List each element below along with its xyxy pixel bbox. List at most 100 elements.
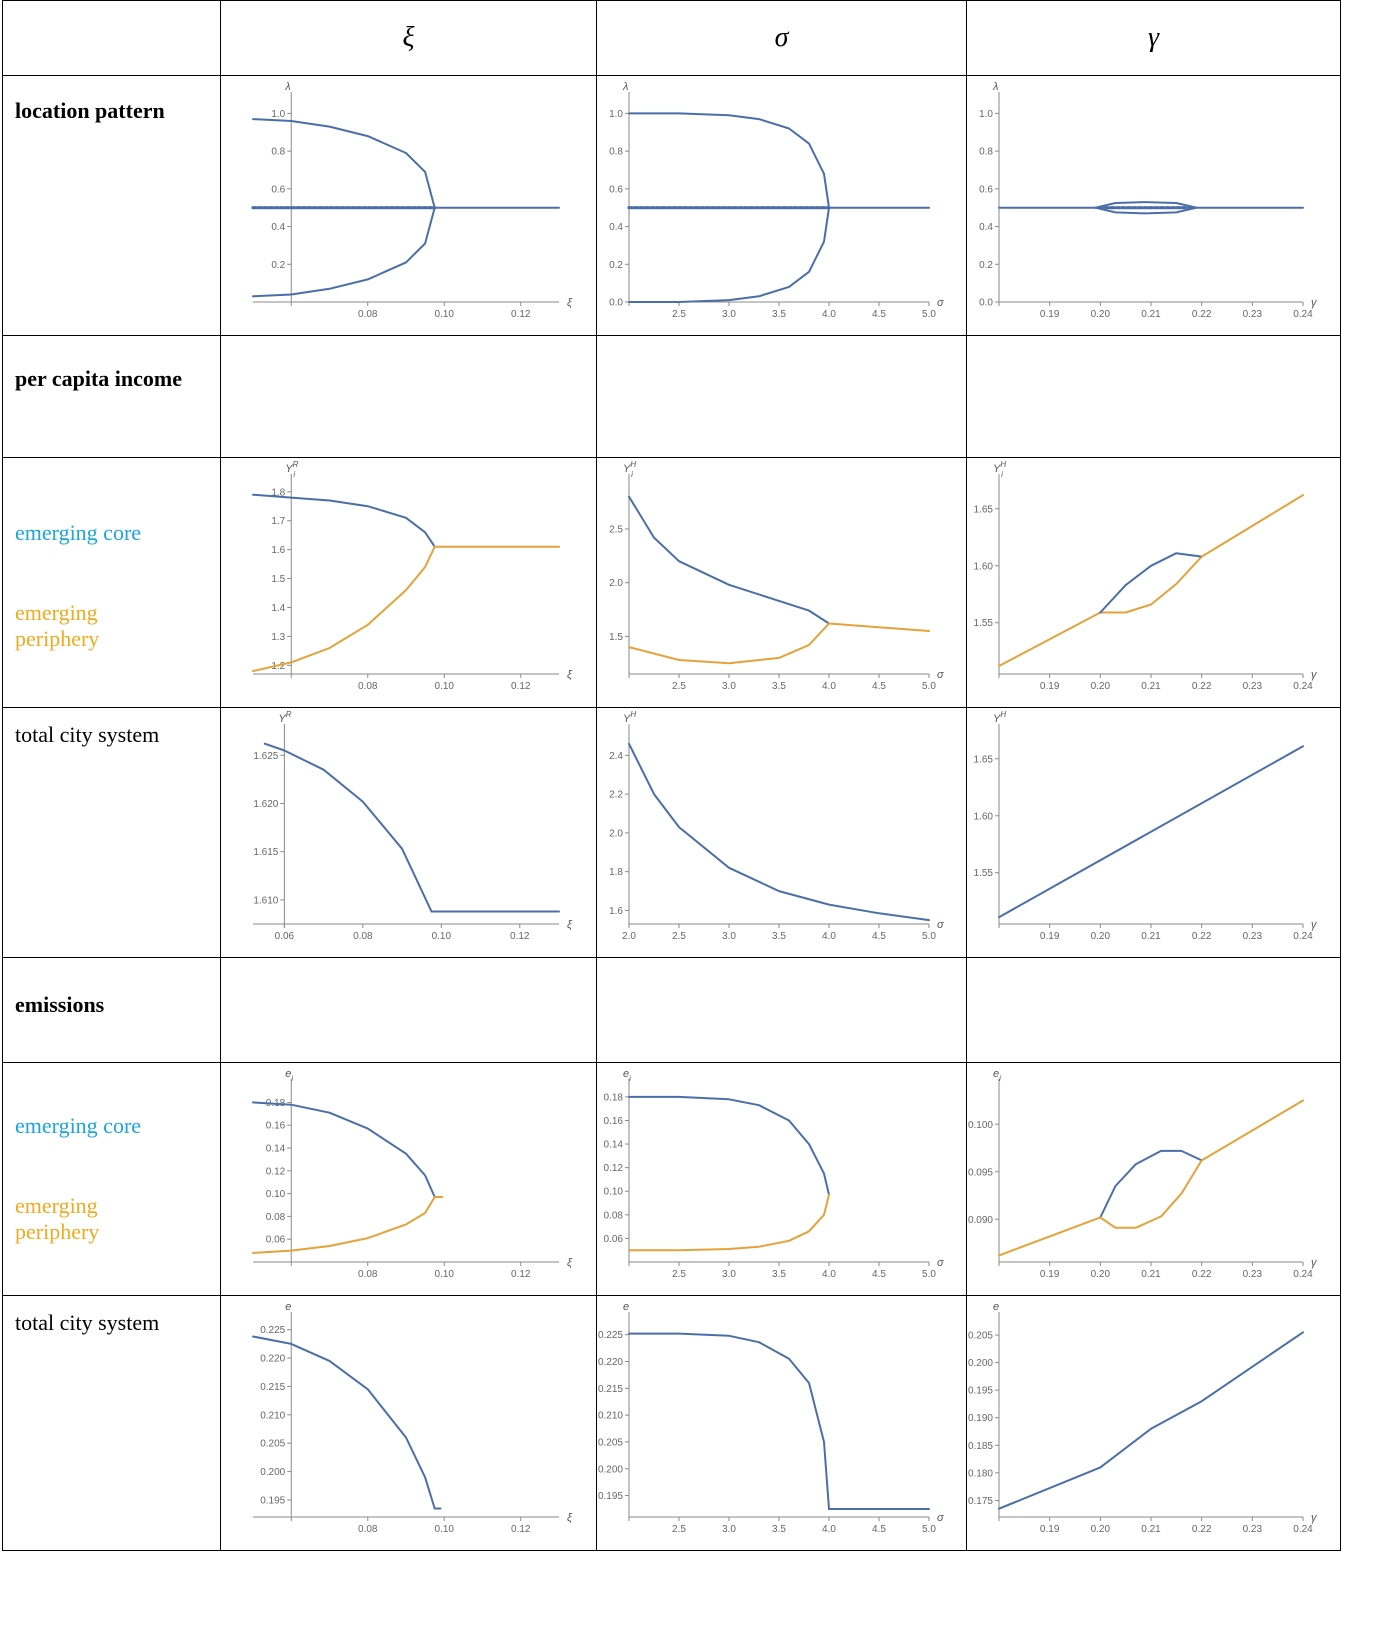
x-tick-label: 0.22	[1192, 681, 1212, 692]
y-tick-label: 0.6	[979, 184, 993, 195]
y-axis-label: YH	[623, 710, 636, 725]
y-tick-label: 1.8	[609, 867, 623, 878]
x-tick-label: 0.19	[1040, 309, 1060, 320]
x-tick-label: 0.08	[358, 681, 378, 692]
x-tick-label: 5.0	[922, 309, 936, 320]
y-tick-label: 0.200	[260, 1467, 285, 1478]
label-emerging-periphery: emerging periphery	[15, 600, 100, 651]
x-tick-label: 0.24	[1293, 681, 1313, 692]
blue-series-line	[263, 742, 433, 913]
x-tick-label: 4.0	[822, 1269, 836, 1280]
y-tick-label: 0.225	[598, 1330, 623, 1341]
x-tick-label: 2.5	[672, 681, 686, 692]
y-axis-label: YH i	[623, 460, 636, 479]
x-tick-label: 3.5	[772, 931, 786, 942]
row-label-income-total: total city system	[2, 707, 221, 958]
x-axis-label: σ	[937, 919, 944, 931]
chart-sigma-emissions-regions: 2.5 3.0 3.5 4.0 4.5 5.0 0.06 0.08 0.10 0.12 0.14 0.…	[604, 1068, 944, 1280]
y-tick-label: 1.2	[271, 661, 285, 672]
x-tick-label: 0.22	[1192, 1524, 1212, 1535]
orange-series-line	[1200, 494, 1304, 558]
x-tick-label: 3.5	[772, 681, 786, 692]
blue-series-line	[628, 742, 930, 922]
x-tick-label: 4.5	[872, 931, 886, 942]
y-axis-label: YH i	[993, 460, 1006, 479]
chart-sigma-emissions-total: 2.5 3.0 3.5 4.0 4.5 5.0 0.195 0.200 0.205 0.210 0.…	[598, 1301, 944, 1535]
chart-sigma-lambda: 2.5 3.0 3.5 4.0 4.5 5.0 0.0 0.2 0.4 0.6 0.8 1.0 σ λ	[609, 81, 944, 320]
y-axis-label: YR i	[285, 460, 298, 479]
chart-xi-income-regions: 0.08 0.10 0.12 1.2 1.3 1.4 1.5 1.6 1.7 1.8 ξ YR i	[252, 460, 573, 692]
x-tick-label: 0.10	[435, 1524, 455, 1535]
blue-series-line	[628, 112, 830, 209]
label-emerging-core: emerging core	[15, 520, 142, 545]
y-tick-label: 1.0	[271, 109, 285, 120]
y-tick-label: 0.215	[260, 1382, 285, 1393]
x-tick-label: 0.24	[1293, 1269, 1313, 1280]
y-tick-label: 1.8	[271, 487, 285, 498]
x-tick-label: 0.19	[1040, 681, 1060, 692]
y-tick-label: 1.65	[974, 754, 994, 765]
orange-series-line	[628, 1193, 830, 1252]
x-tick-label: 4.0	[822, 1524, 836, 1535]
orange-series-line	[1200, 1099, 1304, 1162]
x-tick-label: 0.08	[358, 1524, 378, 1535]
y-tick-label: 2.5	[609, 524, 623, 535]
y-tick-label: 0.200	[598, 1464, 623, 1475]
x-tick-label: 5.0	[922, 681, 936, 692]
y-axis-label: e	[623, 1301, 629, 1313]
y-tick-label: 0.185	[968, 1441, 993, 1452]
y-tick-label: 2.4	[609, 751, 623, 762]
label-emissions-emerging-periphery: emerging periphery	[15, 1193, 100, 1244]
x-tick-label: 0.20	[1091, 931, 1111, 942]
x-tick-label: 0.19	[1040, 1524, 1060, 1535]
y-tick-label: 0.190	[968, 1413, 993, 1424]
x-tick-label: 4.5	[872, 309, 886, 320]
y-tick-label: 0.090	[968, 1215, 993, 1226]
y-tick-label: 1.0	[609, 109, 623, 120]
x-axis-label: σ	[937, 1257, 944, 1269]
figure-table: ξ σ γ location pattern 0.08 0.10 0.12 0.2 0.…	[2, 0, 1341, 1551]
orange-series-line	[998, 611, 1102, 667]
y-tick-label: 0.2	[609, 260, 623, 271]
x-axis-label: γ	[1311, 1512, 1318, 1524]
orange-series-line	[252, 545, 436, 673]
blue-series-line	[628, 495, 830, 625]
x-tick-label: 0.21	[1141, 1269, 1161, 1280]
y-tick-label: 0.205	[598, 1437, 623, 1448]
y-tick-label: 0.18	[604, 1092, 624, 1103]
row-label-emissions-regions: emerging core emerging periphery	[2, 1062, 221, 1296]
y-tick-label: 0.08	[604, 1210, 624, 1221]
x-tick-label: 4.0	[822, 681, 836, 692]
x-tick-label: 0.23	[1243, 309, 1263, 320]
y-tick-label: 0.210	[260, 1410, 285, 1421]
x-tick-label: 3.0	[722, 309, 736, 320]
chart-xi-emissions-total: 0.08 0.10 0.12 0.195 0.200 0.205 0.210 0.215 0.2…	[252, 1301, 573, 1535]
blue-series-line	[628, 1332, 830, 1510]
x-axis-label: σ	[937, 1512, 944, 1524]
x-tick-label: 4.5	[872, 1269, 886, 1280]
y-tick-label: 0.14	[604, 1140, 624, 1151]
y-tick-label: 0.195	[260, 1495, 285, 1506]
y-tick-label: 0.12	[266, 1166, 286, 1177]
y-tick-label: 0.8	[609, 147, 623, 158]
y-tick-label: 1.4	[271, 603, 285, 614]
x-axis-label: γ	[1311, 297, 1318, 309]
row-label-income-regions: emerging core emerging periphery	[2, 457, 221, 708]
x-tick-label: 2.5	[672, 1524, 686, 1535]
x-tick-label: 0.21	[1141, 309, 1161, 320]
y-tick-label: 0.8	[271, 147, 285, 158]
x-axis-label: ξ	[567, 919, 573, 931]
y-tick-label: 0.2	[979, 260, 993, 271]
y-tick-label: 0.175	[968, 1496, 993, 1507]
x-tick-label: 0.10	[435, 309, 455, 320]
y-tick-label: 0.6	[609, 184, 623, 195]
y-tick-label: 1.625	[253, 751, 278, 762]
header-sigma: σ	[596, 0, 967, 76]
y-axis-label: λ	[992, 81, 998, 93]
x-tick-label: 2.0	[622, 931, 636, 942]
y-axis-label: YR	[278, 710, 291, 725]
blue-series-line	[628, 206, 830, 303]
y-tick-label: 0.225	[260, 1325, 285, 1336]
x-tick-label: 2.5	[672, 1269, 686, 1280]
x-tick-label: 3.0	[722, 1524, 736, 1535]
